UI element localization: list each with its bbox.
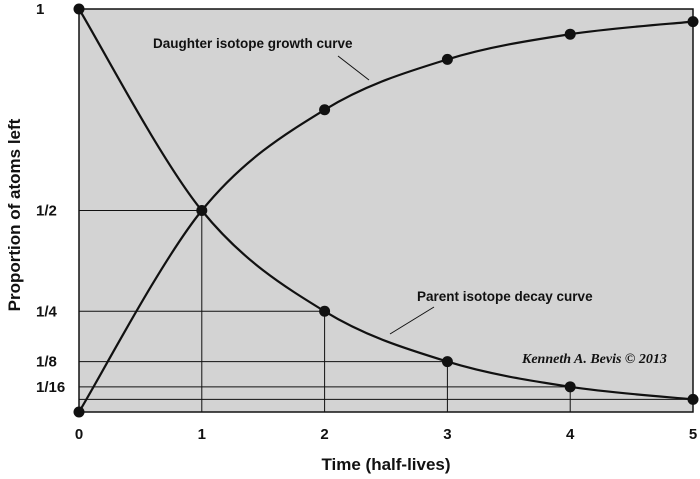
y-axis-ticks: 1/16 1/8 1/4 1/2 1 xyxy=(36,1,65,396)
x-tick-label: 1 xyxy=(198,426,206,443)
x-axis-title: Time (half-lives) xyxy=(321,455,450,474)
daughter-curve-annotation: Daughter isotope growth curve xyxy=(153,36,353,51)
y-axis-title: Proportion of atoms left xyxy=(5,118,24,311)
daughter-data-point xyxy=(564,28,576,40)
y-tick-label: 1/2 xyxy=(36,203,57,220)
parent-data-point xyxy=(441,356,453,368)
y-tick-label: 1 xyxy=(36,1,44,18)
daughter-data-point xyxy=(441,53,453,65)
parent-data-point xyxy=(564,381,576,393)
credit-text: Kenneth A. Bevis © 2013 xyxy=(521,352,667,367)
plot-frame xyxy=(78,8,694,413)
x-tick-label: 0 xyxy=(75,426,83,443)
x-tick-label: 4 xyxy=(566,426,575,443)
parent-annotation-leader xyxy=(389,306,435,335)
parent-data-point xyxy=(319,305,331,317)
reference-lines xyxy=(79,210,693,412)
y-tick-label: 1/4 xyxy=(36,303,58,320)
parent-curve-annotation: Parent isotope decay curve xyxy=(417,289,593,304)
annotation-leaders xyxy=(337,55,435,335)
x-tick-label: 2 xyxy=(320,426,328,443)
daughter-data-point xyxy=(319,104,331,116)
x-tick-label: 3 xyxy=(443,426,451,443)
y-tick-label: 1/16 xyxy=(36,379,65,396)
y-tick-label: 1/8 xyxy=(36,354,57,371)
x-tick-label: 5 xyxy=(689,426,697,443)
daughter-annotation-leader xyxy=(337,55,370,81)
parent-data-point xyxy=(196,205,208,216)
x-axis-ticks: 0 1 2 3 4 5 xyxy=(75,426,697,443)
